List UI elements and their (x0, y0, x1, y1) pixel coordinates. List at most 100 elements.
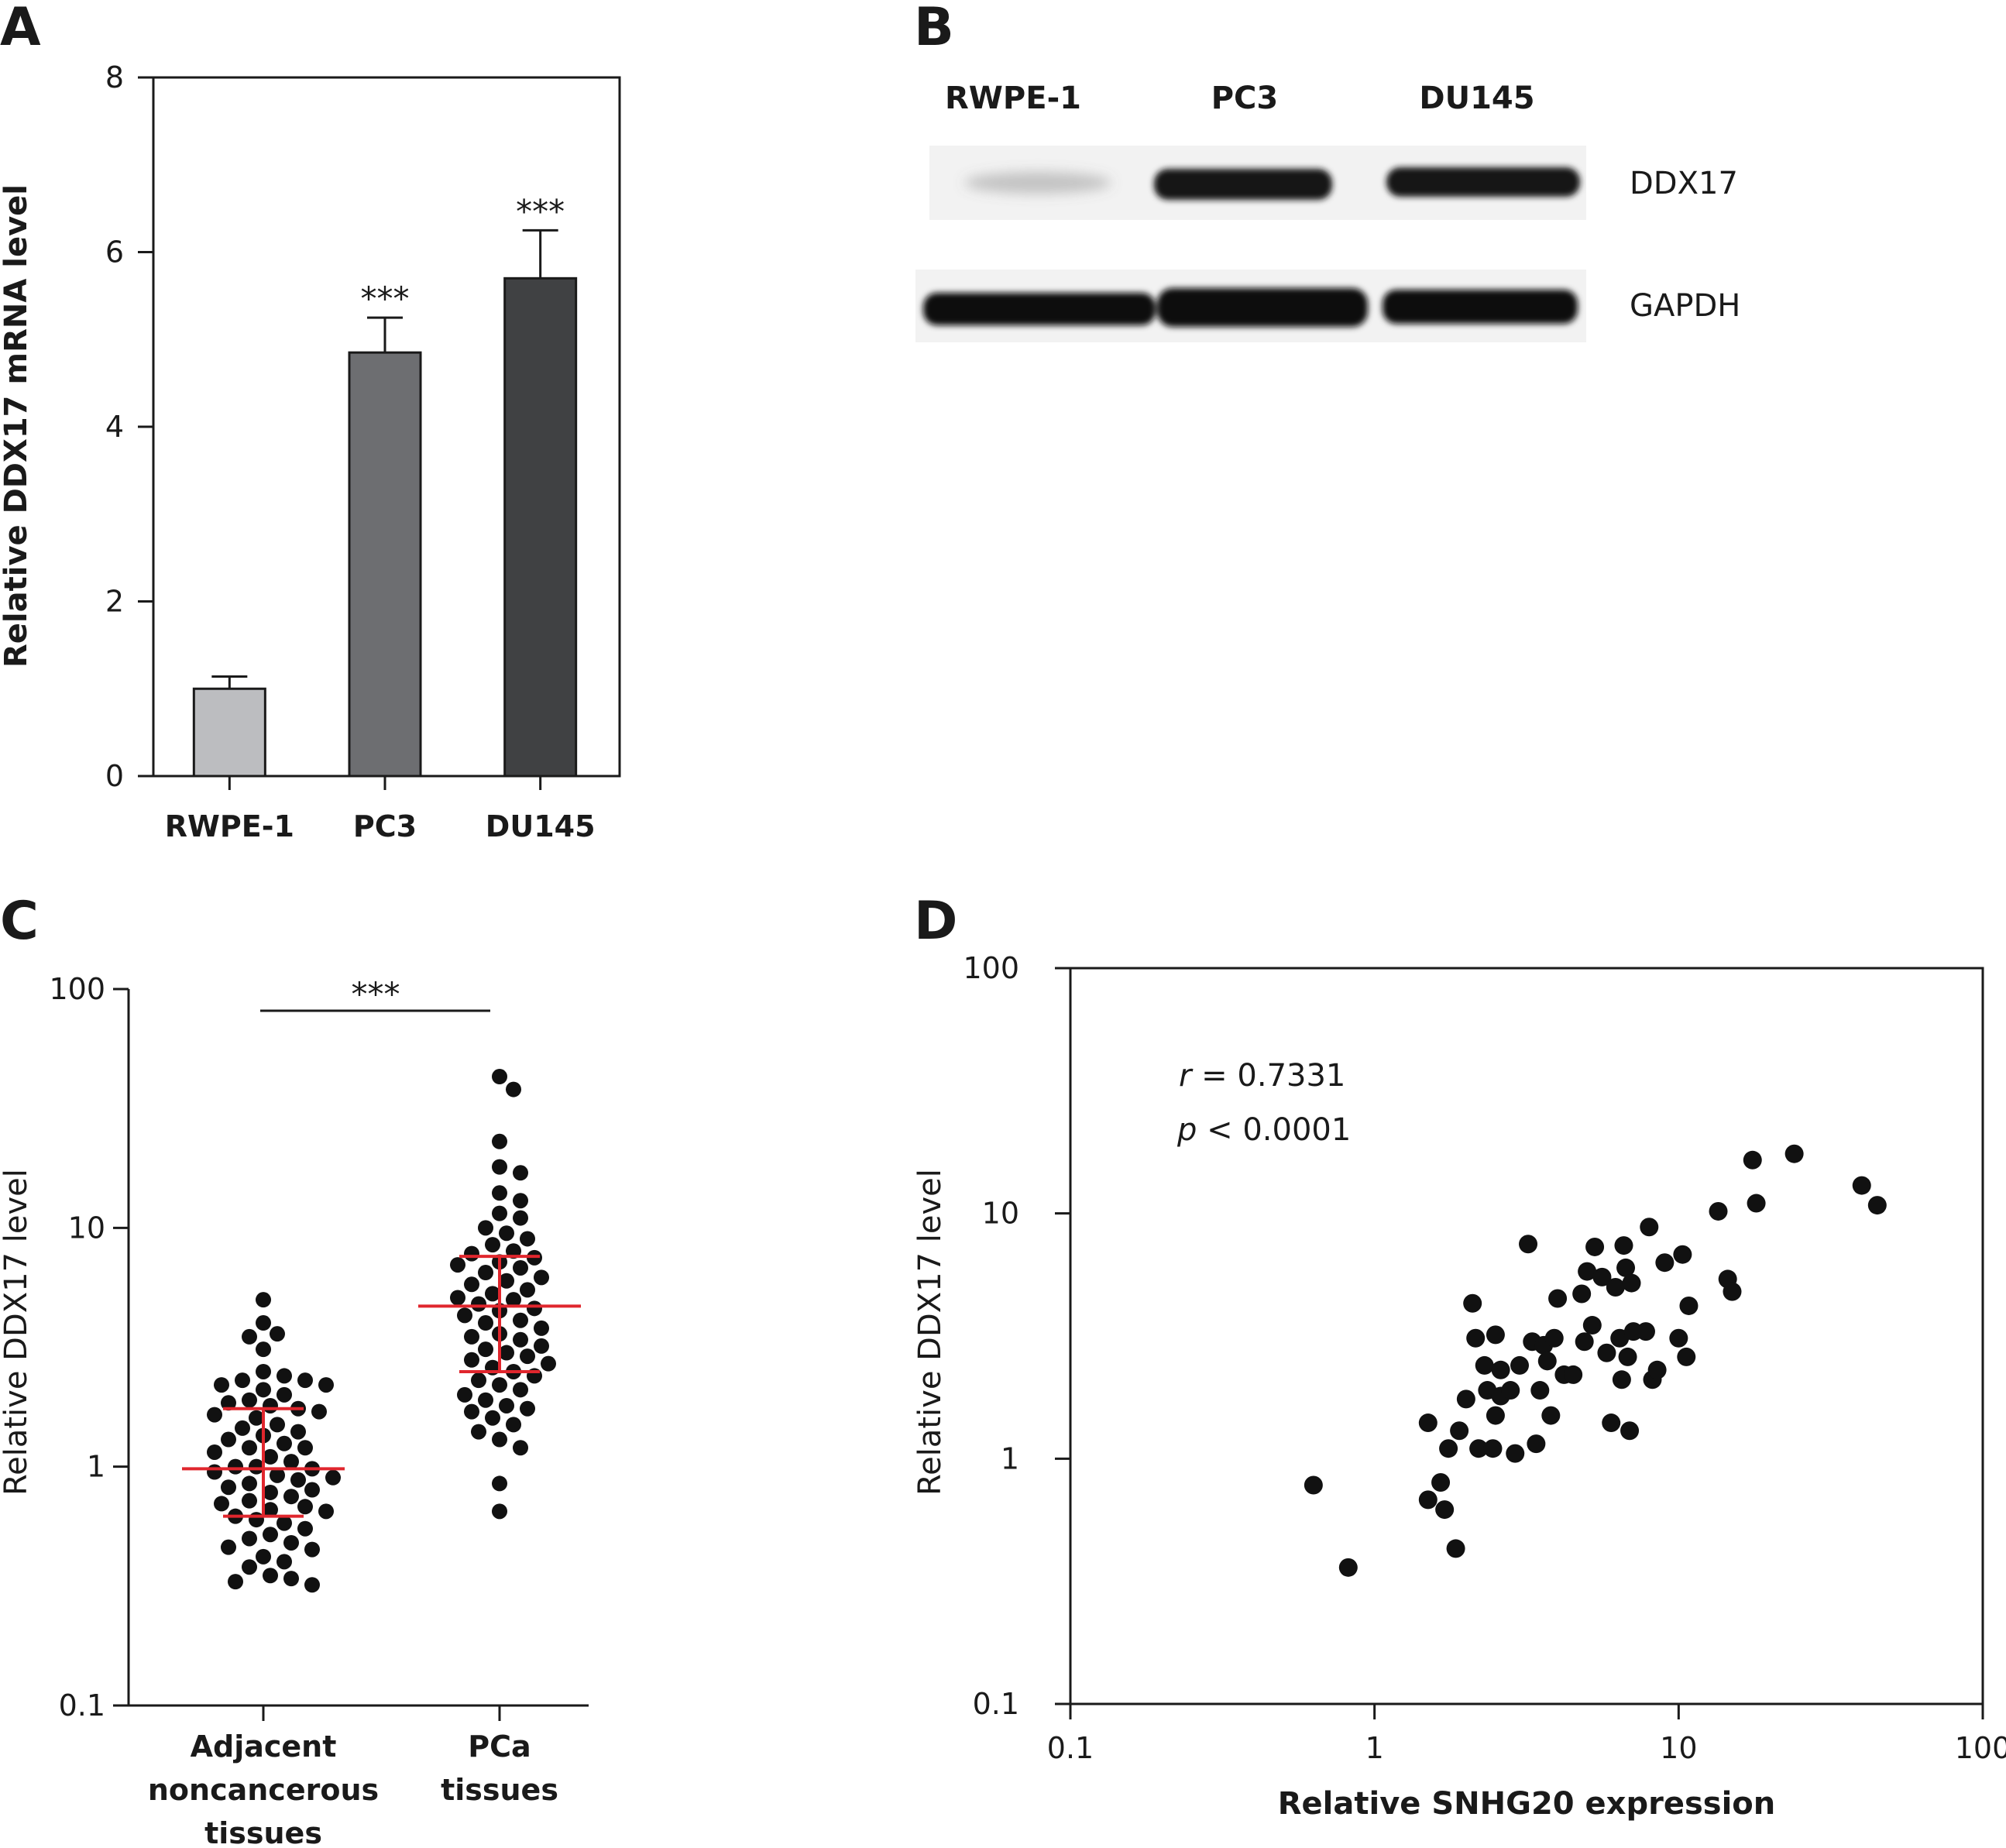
panel-d-data-point (1582, 1316, 1602, 1335)
panel-d-ytick-label: 100 (963, 951, 1019, 985)
panel-a-category-label: DU145 (486, 809, 596, 843)
panel-d-data-point (1677, 1347, 1696, 1366)
panel-c-data-point (249, 1410, 264, 1426)
panel-c-data-point (520, 1282, 535, 1298)
panel-c-data-point (499, 1225, 514, 1242)
panel-a-category-label: PC3 (353, 809, 417, 843)
panel-c-data-point (228, 1574, 243, 1590)
panel-c-data-point (471, 1372, 486, 1389)
panel-d-data-point (1640, 1218, 1659, 1237)
panel-b-letter: B (914, 0, 954, 58)
blot-gapdh-band-du145 (1383, 290, 1578, 324)
panel-c-data-point (450, 1290, 465, 1306)
panel-c-data-point (263, 1502, 278, 1518)
panel-c-data-point (492, 1377, 507, 1393)
panel-d-data-point (1506, 1444, 1525, 1463)
panel-c-data-point (513, 1210, 528, 1226)
blot-ddx17-strip (929, 146, 1586, 220)
panel-c-data-point (283, 1571, 299, 1587)
panel-d: D Relative DDX17 level 0.1 1 10 100 0.1 1 10 1… (912, 891, 2006, 1822)
panel-d-data-point (1673, 1245, 1692, 1264)
panel-c-data-point (270, 1326, 285, 1342)
panel-d-stat-r-symbol: r (1179, 1058, 1194, 1094)
panel-c-data-point (256, 1315, 271, 1331)
panel-d-data-point (1606, 1277, 1625, 1297)
panel-c-data-point (534, 1269, 549, 1286)
blot-label-gapdh: GAPDH (1630, 288, 1740, 324)
panel-c-data-point (485, 1410, 500, 1426)
panel-c-data-point (256, 1382, 271, 1398)
panel-c-ytick-label: 100 (49, 972, 105, 1006)
panel-c-data-point (207, 1407, 222, 1423)
panel-c-points (207, 1069, 556, 1593)
panel-c-ytick-label: 0.1 (59, 1688, 105, 1723)
panel-c-data-point (520, 1348, 535, 1365)
panel-c-data-point (534, 1338, 549, 1354)
panel-c-data-point (464, 1328, 479, 1345)
panel-c-data-point (214, 1496, 229, 1512)
panel-c-data-point (492, 1133, 507, 1149)
panel-d-data-point (1784, 1144, 1804, 1163)
panel-d-data-point (1614, 1236, 1633, 1255)
panel-c-data-point (242, 1328, 257, 1345)
panel-c-data-point (304, 1541, 320, 1558)
panel-a-yticks: 0 2 4 6 8 (105, 60, 153, 793)
panel-d-data-point (1575, 1332, 1594, 1352)
panel-a-ylabel: Relative DDX17 mRNA level (0, 184, 34, 668)
panel-c-ytick-label: 10 (68, 1211, 105, 1245)
panel-c-data-point (499, 1273, 514, 1289)
panel-d-data-point (1578, 1262, 1597, 1281)
panel-d-data-point (1655, 1253, 1675, 1273)
panel-c-data-point (277, 1386, 292, 1403)
panel-c-group-label: PCa (468, 1729, 531, 1764)
panel-d-data-point (1431, 1473, 1451, 1492)
panel-c-data-point (513, 1193, 528, 1209)
panel-c-data-point (478, 1315, 493, 1331)
panel-c-letter: C (0, 891, 39, 952)
panel-c-data-point (492, 1205, 507, 1221)
panel-c-data-point (478, 1220, 493, 1236)
panel-c-group-label: noncancerous (148, 1773, 379, 1807)
panel-c-data-point (450, 1257, 465, 1273)
panel-d-data-point (1585, 1237, 1605, 1256)
panel-d-data-point (1669, 1328, 1688, 1348)
panel-c-data-point (242, 1392, 257, 1408)
panel-c-data-point (228, 1458, 243, 1475)
panel-c-data-point (464, 1403, 479, 1420)
panel-d-data-point (1469, 1439, 1489, 1458)
panel-a-bar (192, 687, 266, 778)
panel-d-data-point (1446, 1539, 1465, 1558)
panel-c-data-point (297, 1440, 313, 1456)
panel-c-data-point (221, 1539, 236, 1555)
panel-c-data-point (221, 1431, 236, 1448)
panel-d-data-point (1709, 1201, 1728, 1221)
panel-d-data-point (1537, 1352, 1557, 1371)
panel-c-data-point (506, 1292, 521, 1308)
panel-d-data-point (1519, 1235, 1538, 1254)
panel-d-data-point (1483, 1439, 1503, 1458)
panel-a-bar (503, 277, 578, 778)
panel-d-xtick-label: 10 (1660, 1731, 1697, 1765)
panel-c-data-point (478, 1341, 493, 1358)
panel-c-data-point (506, 1417, 521, 1433)
panel-a-significance: *** (361, 280, 410, 318)
blot-ddx17-band-rwpe1 (964, 172, 1111, 194)
panel-c: C Relative DDX17 level 0.1 1 10 100 Adjacen… (0, 891, 589, 1848)
panel-d-data-point (1618, 1347, 1637, 1366)
panel-c-data-point (207, 1464, 222, 1480)
panel-c-data-point (277, 1515, 292, 1531)
panel-c-data-point (318, 1503, 334, 1520)
panel-c-data-point (297, 1499, 313, 1515)
panel-c-data-point (256, 1341, 271, 1358)
blot-lane-du145: DU145 (1419, 81, 1534, 116)
panel-c-data-point (513, 1382, 528, 1398)
blot-lane-pc3: PC3 (1211, 81, 1279, 116)
panel-d-data-point (1564, 1365, 1583, 1384)
panel-c-data-point (242, 1559, 257, 1575)
panel-c-data-point (256, 1548, 271, 1565)
panel-c-data-point (318, 1377, 334, 1393)
panel-c-xticks: Adjacent noncancerous tissues PCa tissues (148, 1705, 558, 1848)
panel-c-data-point (513, 1440, 528, 1456)
panel-d-data-point (1435, 1500, 1455, 1520)
